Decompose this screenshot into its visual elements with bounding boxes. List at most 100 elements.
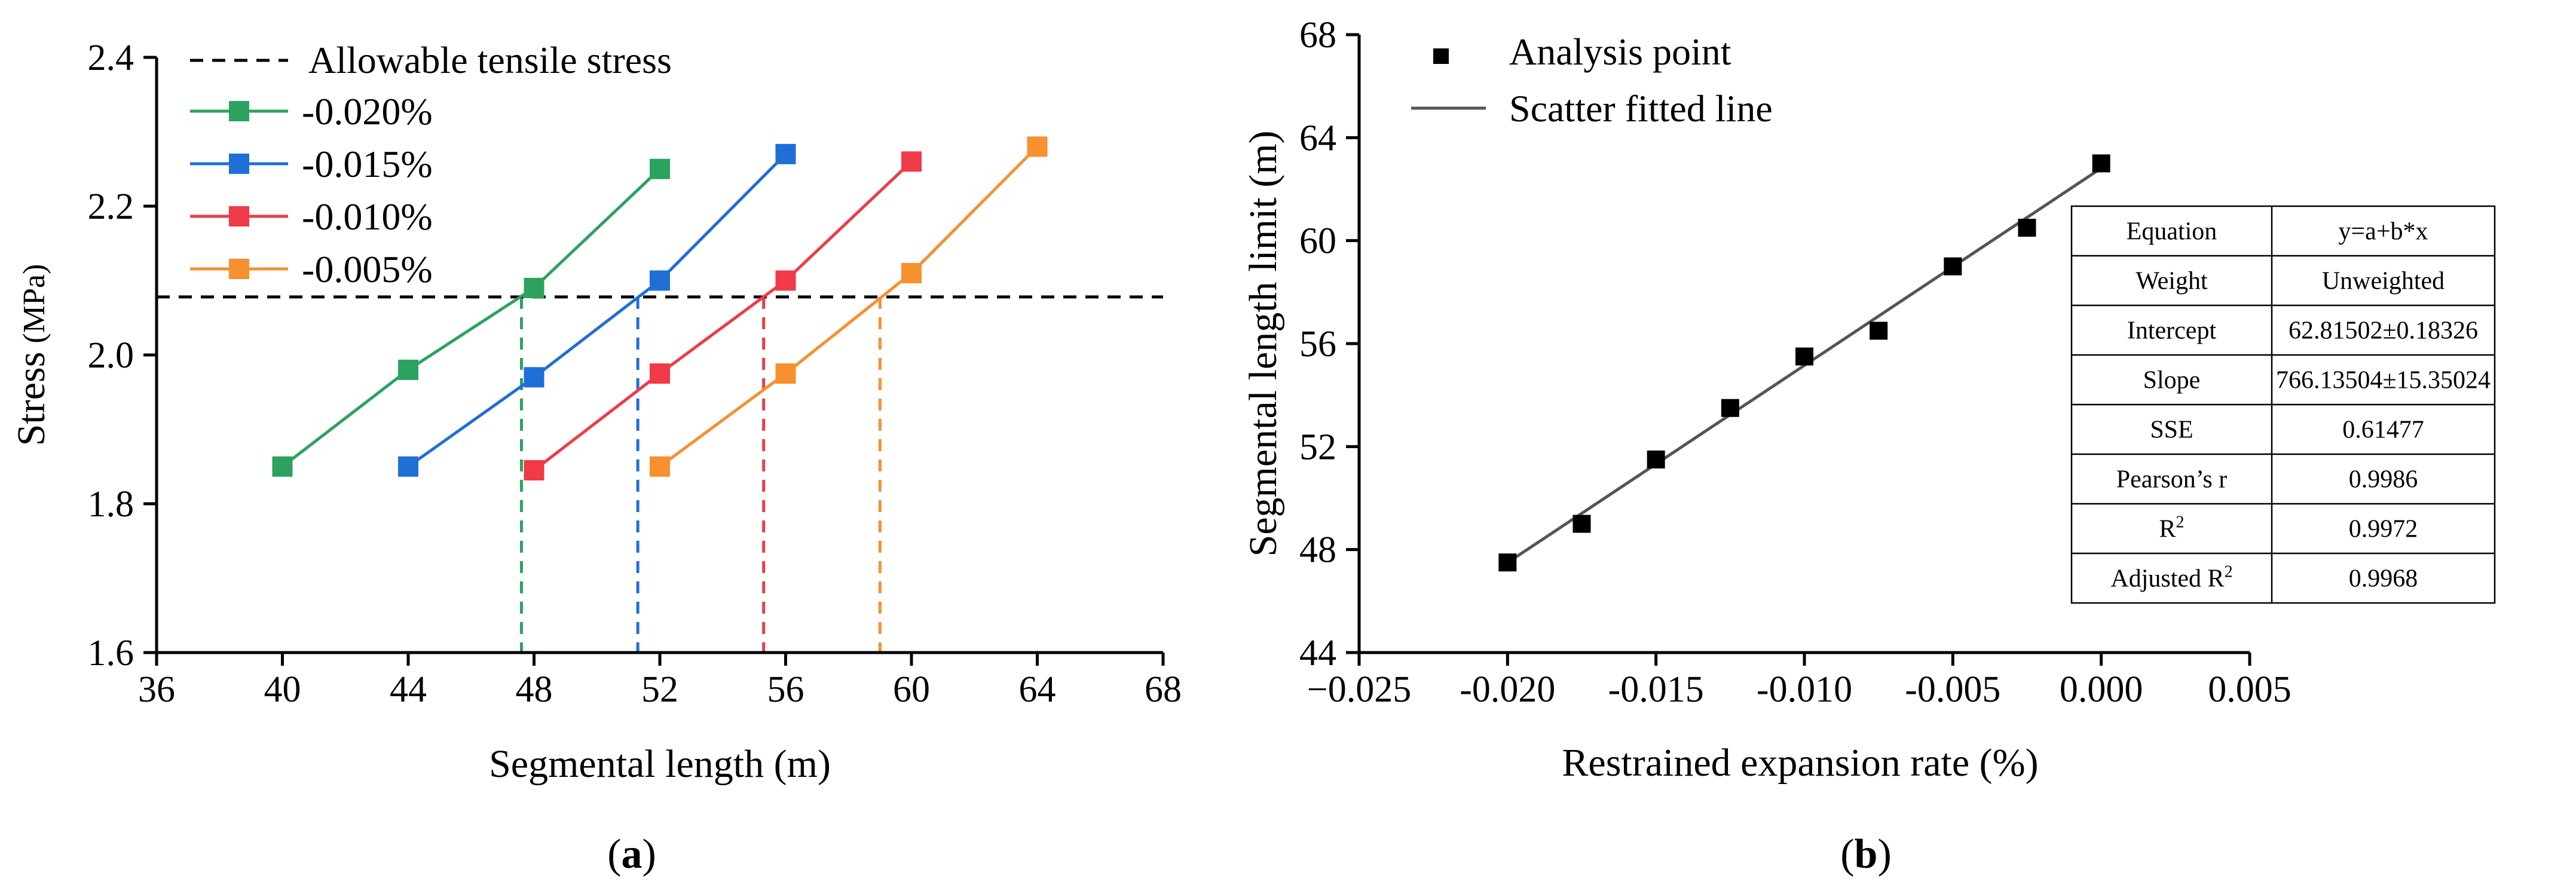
b-data-point <box>1721 399 1739 417</box>
legend-label-analysis-point: Analysis point <box>1509 30 1731 73</box>
table-row-value: y=a+b*x <box>2338 218 2428 246</box>
a-data-point <box>775 363 796 384</box>
table-label-text: Equation <box>2127 218 2217 246</box>
legend-marker <box>229 259 249 279</box>
a-y-axis-title: Stress (MPa) <box>10 264 53 446</box>
table-row-label: R2 <box>2159 513 2184 543</box>
a-data-point <box>650 363 670 384</box>
b-y-tick-label: 64 <box>1299 118 1336 158</box>
a-x-ticks: 36 40 44 48 52 56 60 64 68 <box>138 653 1182 710</box>
b-y-tick-label: 56 <box>1299 324 1336 365</box>
table-row-value: 0.61477 <box>2342 417 2424 444</box>
a-y-tick-label: 2.4 <box>88 38 134 78</box>
b-data-point <box>1498 553 1517 572</box>
b-y-axis-title: Segmental length limit (m) <box>1241 130 1285 556</box>
legend-marker <box>229 101 249 121</box>
a-x-tick-label: 48 <box>516 669 553 710</box>
b-x-ticks: −0.025 -0.020 -0.015 -0.010 -0.005 0.000 0.005 <box>1307 653 2292 710</box>
b-y-tick-label: 68 <box>1299 15 1336 56</box>
panel-label-a: (a) <box>607 831 656 877</box>
table-row-value: 766.13504±15.35024 <box>2276 367 2491 394</box>
a-x-tick-label: 56 <box>767 669 804 710</box>
a-intersection-lines <box>519 296 882 653</box>
a-data-point <box>650 456 670 477</box>
a-y-ticks: 1.6 1.8 2.0 2.2 2.4 <box>88 38 157 673</box>
a-x-tick-label: 44 <box>390 669 427 710</box>
table-label-text: Intercept <box>2127 317 2217 345</box>
b-data-point <box>1795 347 1813 366</box>
a-data-point <box>650 158 670 179</box>
a-x-tick-label: 36 <box>138 669 175 710</box>
b-data-point <box>1572 515 1591 533</box>
legend-label-series: -0.015% <box>302 143 433 185</box>
fit-statistics-table: Equation y=a+b*x Weight Unweighted Intercept… <box>2070 205 2496 604</box>
b-data-point <box>1870 322 1888 340</box>
a-y-tick-label: 2.2 <box>88 186 134 227</box>
b-x-tick-label: -0.020 <box>1460 669 1555 710</box>
a-x-tick-label: 60 <box>893 669 930 710</box>
table-row-value: 0.9968 <box>2349 565 2418 593</box>
b-data-point <box>1944 257 1962 275</box>
a-x-tick-label: 52 <box>641 669 678 710</box>
b-x-tick-label: -0.015 <box>1608 669 1704 710</box>
a-data-point <box>901 151 922 172</box>
b-x-tick-label: 0.005 <box>2208 669 2292 710</box>
legend-label-series: -0.005% <box>302 248 433 290</box>
legend-label-fitted-line: Scatter fitted line <box>1509 87 1773 130</box>
table-label-text: Slope <box>2143 367 2201 394</box>
table-row-label: Weight <box>2136 268 2208 295</box>
table-row-value: Unweighted <box>2322 268 2445 295</box>
a-series-line <box>659 145 1039 468</box>
b-x-tick-label: -0.005 <box>1905 669 2000 710</box>
a-data-point <box>650 270 670 291</box>
table-row-value: 0.9972 <box>2349 516 2418 543</box>
table-row-label: SSE <box>2150 417 2193 444</box>
legend-marker <box>229 206 249 226</box>
b-data-point <box>1647 450 1665 469</box>
a-data-point <box>775 270 796 291</box>
a-x-tick-label: 40 <box>264 669 301 710</box>
table-label-text: Weight <box>2136 268 2208 295</box>
a-series-line <box>407 153 787 468</box>
panel-a-chart: 36 40 44 48 52 56 60 64 68 1.6 1.8 2.0 2.2 2.4 Segme… <box>10 38 1182 877</box>
b-data-point <box>2092 154 2110 173</box>
a-x-tick-label: 68 <box>1145 669 1182 710</box>
table-row-label: Equation <box>2127 218 2217 246</box>
b-y-tick-label: 44 <box>1299 633 1336 673</box>
panel-label-b-letter: b <box>1855 831 1878 877</box>
b-x-tick-label: −0.025 <box>1307 669 1411 710</box>
table-row-value: 62.81502±0.18326 <box>2289 317 2478 345</box>
table-label-text: Pearson’s r <box>2116 466 2227 494</box>
table-label-text: Adjusted R <box>2110 565 2224 593</box>
a-series-line <box>533 160 913 471</box>
legend-label-series: -0.010% <box>302 195 433 238</box>
b-y-tick-label: 60 <box>1299 221 1336 262</box>
b-legend: Analysis point Scatter fitted line <box>1411 30 1773 130</box>
a-data-point <box>775 143 796 164</box>
a-legend: Allowable tensile stress -0.020% -0.015% -… <box>190 39 672 290</box>
a-data-point <box>1027 136 1048 157</box>
a-y-axis-title-unit: (MPa) <box>17 264 51 344</box>
table-row-label: Pearson’s r <box>2116 466 2227 494</box>
a-series-line <box>281 167 661 468</box>
table-row-value: 0.9986 <box>2349 466 2418 494</box>
b-x-axis-title: Restrained expansion rate (%) <box>1562 741 2038 785</box>
a-data-point <box>901 263 922 284</box>
a-data-point <box>524 460 544 480</box>
b-y-ticks: 44 48 52 56 60 64 68 <box>1299 15 1359 673</box>
a-y-tick-label: 2.0 <box>88 335 134 376</box>
a-series-group <box>272 136 1048 480</box>
a-y-tick-label: 1.8 <box>88 484 134 525</box>
a-data-point <box>272 456 293 477</box>
b-x-tick-label: 0.000 <box>2060 669 2143 710</box>
table-label-superscript: 2 <box>2176 513 2185 532</box>
table-label-superscript: 2 <box>2225 563 2233 581</box>
panel-label-b: (b) <box>1840 831 1892 877</box>
a-x-tick-label: 64 <box>1019 669 1056 710</box>
a-data-point <box>524 277 544 298</box>
b-x-tick-label: -0.010 <box>1757 669 1852 710</box>
a-y-tick-label: 1.6 <box>88 633 134 673</box>
b-y-tick-label: 52 <box>1299 427 1336 467</box>
legend-marker <box>229 154 249 174</box>
